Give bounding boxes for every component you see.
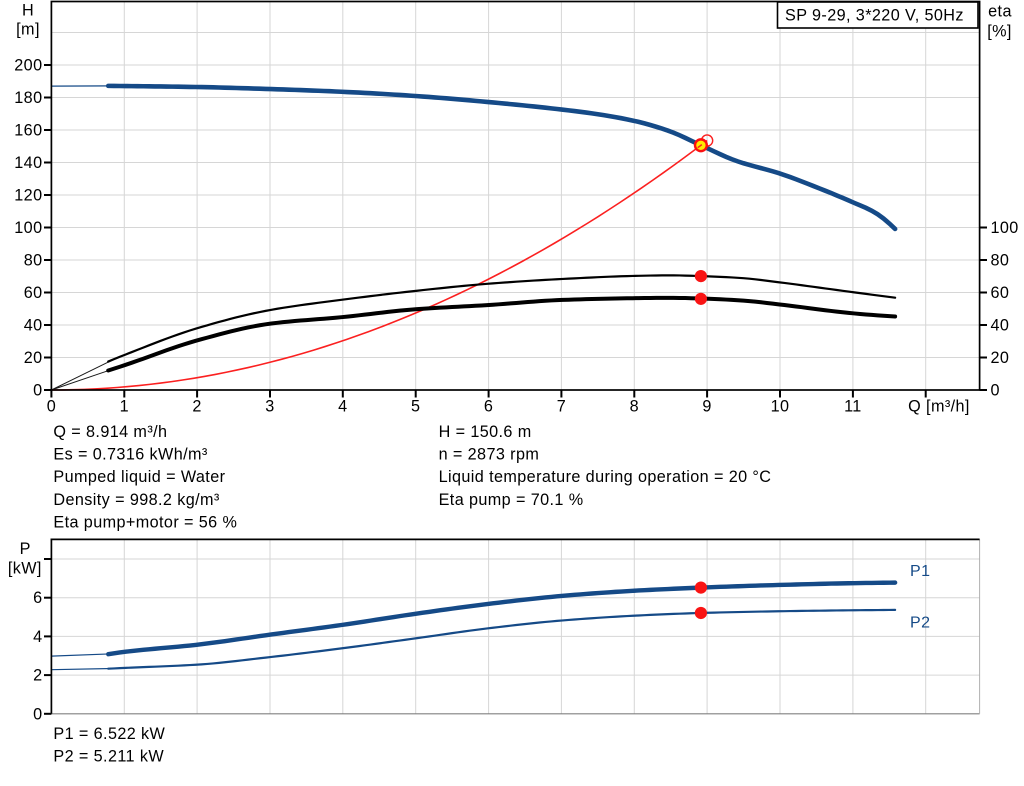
svg-text:H = 150.6 m: H = 150.6 m	[439, 423, 532, 441]
svg-text:H: H	[22, 2, 34, 20]
svg-text:40: 40	[24, 317, 43, 335]
svg-text:80: 80	[24, 252, 43, 270]
svg-text:0: 0	[33, 705, 42, 723]
svg-text:80: 80	[991, 252, 1010, 270]
svg-text:Pumped liquid = Water: Pumped liquid = Water	[53, 468, 225, 486]
svg-text:3: 3	[265, 398, 274, 416]
svg-text:P1 = 6.522 kW: P1 = 6.522 kW	[53, 725, 165, 743]
svg-text:[kW]: [kW]	[8, 560, 42, 578]
svg-text:P2: P2	[910, 614, 930, 631]
svg-text:7: 7	[557, 398, 566, 416]
svg-text:P2 = 5.211 kW: P2 = 5.211 kW	[53, 748, 164, 766]
svg-text:2: 2	[33, 667, 42, 685]
svg-text:0: 0	[33, 382, 42, 400]
svg-text:0: 0	[991, 382, 1000, 400]
svg-text:Eta pump = 70.1 %: Eta pump = 70.1 %	[439, 491, 584, 509]
svg-text:2: 2	[192, 398, 201, 416]
svg-text:Es = 0.7316 kWh/m³: Es = 0.7316 kWh/m³	[53, 445, 208, 463]
svg-text:180: 180	[14, 89, 42, 107]
svg-text:4: 4	[33, 628, 42, 646]
svg-text:10: 10	[771, 398, 790, 416]
svg-text:P: P	[20, 540, 31, 558]
svg-text:200: 200	[14, 57, 42, 75]
svg-text:100: 100	[991, 219, 1019, 237]
svg-text:40: 40	[991, 317, 1010, 335]
svg-text:1: 1	[120, 398, 129, 416]
svg-text:60: 60	[24, 284, 43, 302]
svg-text:5: 5	[411, 398, 420, 416]
svg-text:eta: eta	[988, 3, 1012, 21]
svg-text:8: 8	[630, 398, 639, 416]
svg-text:Eta pump+motor = 56 %: Eta pump+motor = 56 %	[53, 513, 237, 531]
svg-text:n = 2873 rpm: n = 2873 rpm	[439, 445, 540, 463]
svg-text:6: 6	[484, 398, 493, 416]
svg-text:6: 6	[33, 589, 42, 607]
svg-text:Q [m³/h]: Q [m³/h]	[908, 398, 970, 416]
svg-text:140: 140	[14, 154, 42, 172]
svg-text:20: 20	[991, 349, 1010, 367]
svg-text:60: 60	[991, 284, 1010, 302]
svg-text:4: 4	[338, 398, 347, 416]
svg-text:Q = 8.914 m³/h: Q = 8.914 m³/h	[53, 423, 167, 441]
svg-text:120: 120	[14, 187, 42, 205]
svg-text:9: 9	[702, 398, 711, 416]
svg-text:20: 20	[24, 349, 43, 367]
svg-text:[%]: [%]	[987, 23, 1012, 41]
svg-text:Liquid temperature during oper: Liquid temperature during operation = 20…	[439, 468, 772, 486]
svg-text:100: 100	[14, 219, 42, 237]
svg-text:0: 0	[47, 398, 56, 416]
svg-text:SP 9-29, 3*220 V, 50Hz: SP 9-29, 3*220 V, 50Hz	[785, 7, 964, 25]
svg-text:[m]: [m]	[16, 21, 40, 39]
svg-text:P1: P1	[910, 563, 930, 580]
svg-text:Density = 998.2 kg/m³: Density = 998.2 kg/m³	[53, 491, 220, 509]
svg-text:11: 11	[844, 398, 862, 416]
svg-text:160: 160	[14, 122, 42, 140]
